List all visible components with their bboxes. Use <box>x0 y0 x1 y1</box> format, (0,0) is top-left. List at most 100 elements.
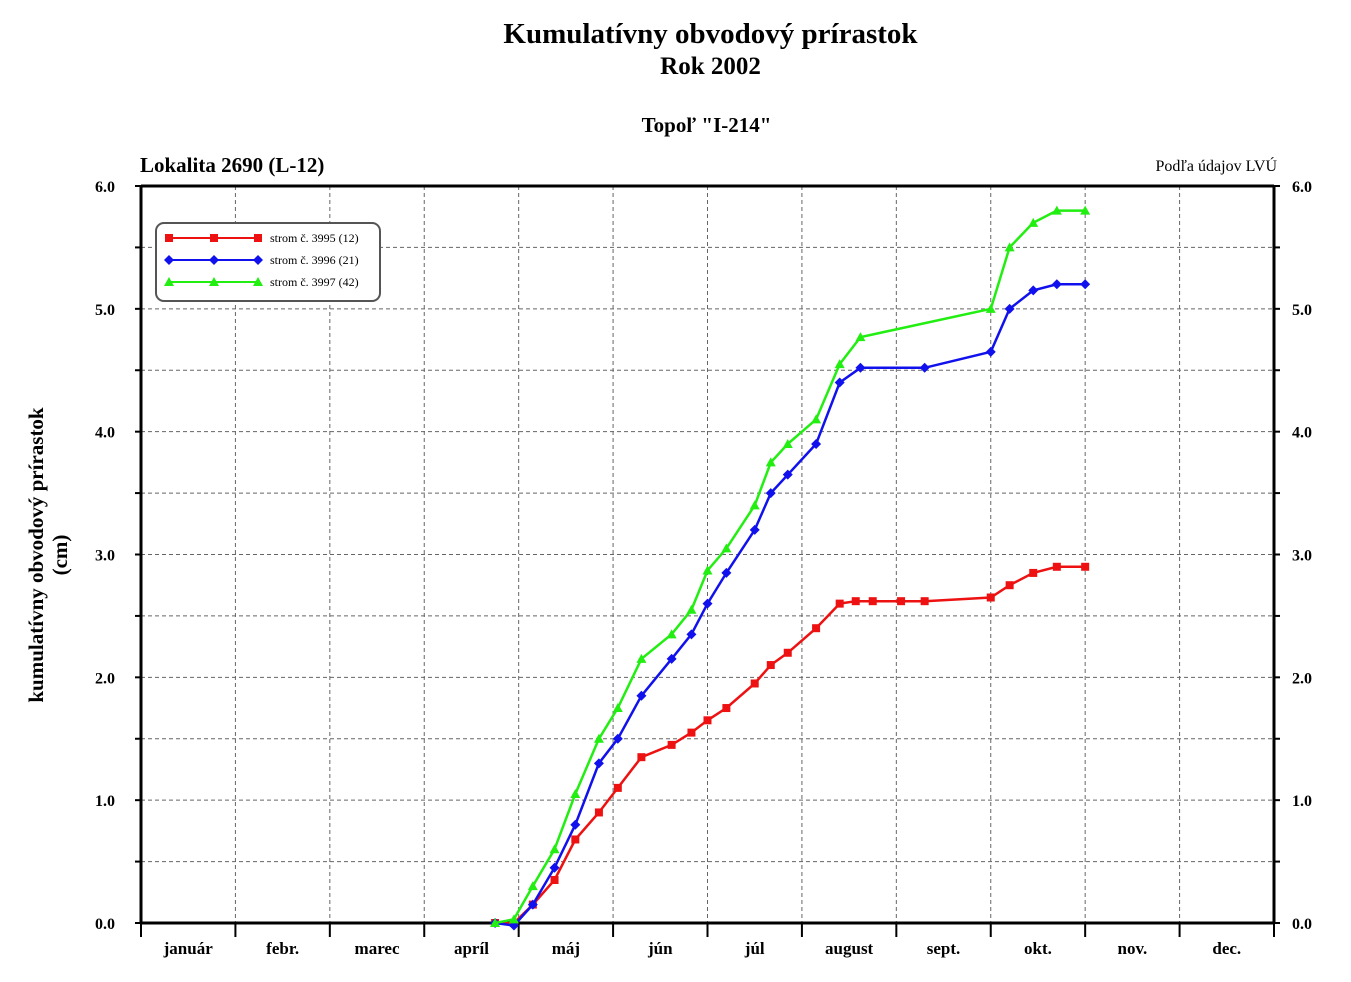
legend-marker <box>164 277 174 286</box>
data-point <box>782 438 793 448</box>
data-point <box>1051 279 1062 290</box>
legend-marker <box>253 255 263 265</box>
y-tick-label-right: 0.0 <box>1292 916 1312 933</box>
data-point <box>527 899 538 910</box>
series-line <box>495 565 1086 925</box>
legend-marker <box>254 234 262 242</box>
legend-marker <box>210 234 218 242</box>
data-point <box>722 704 731 713</box>
x-tick-label: apríl <box>454 939 489 958</box>
y-tick-label-right: 4.0 <box>1292 425 1312 442</box>
data-point <box>612 733 623 744</box>
data-point <box>686 604 697 614</box>
data-point <box>834 377 845 388</box>
data-point <box>549 844 560 854</box>
legend-marker <box>165 234 173 242</box>
data-point <box>550 876 559 885</box>
chart-subtitle: Rok 2002 <box>660 53 761 80</box>
data-point <box>1028 285 1039 296</box>
data-point <box>782 469 793 480</box>
data-point <box>593 758 604 769</box>
source-note: Podľa údajov LVÚ <box>1155 158 1277 175</box>
legend-item: strom č. 3995 (12) <box>165 231 359 245</box>
y-tick-label-left: 1.0 <box>95 793 115 810</box>
data-point <box>749 524 760 535</box>
data-point <box>1029 568 1038 577</box>
y-tick-label-left: 0.0 <box>95 916 115 933</box>
data-point <box>851 597 860 606</box>
series-1 <box>491 562 1090 927</box>
axes: 0.0 0.0 1.0 1.0 2.0 2.0 3.0 3.0 4.0 4.0 5.0 5.0 6.0 6… <box>95 179 1312 958</box>
data-point <box>834 359 845 369</box>
y-tick-label-left: 6.0 <box>95 179 115 196</box>
x-tick-label: júl <box>744 939 765 958</box>
data-point <box>1004 242 1015 252</box>
data-point <box>985 346 996 357</box>
data-point <box>508 914 519 924</box>
data-point <box>766 661 775 670</box>
series-line <box>494 283 1086 927</box>
data-point <box>985 303 996 313</box>
legend-item: strom č. 3996 (21) <box>164 253 359 267</box>
x-tick-label: máj <box>552 939 580 958</box>
location-label: Lokalita 2690 (L-12) <box>140 153 325 177</box>
data-point <box>1080 279 1091 290</box>
legend-label: strom č. 3995 (12) <box>270 231 359 245</box>
data-point <box>811 414 822 424</box>
data-point <box>868 597 877 606</box>
data-point <box>571 835 580 844</box>
data-point <box>549 862 560 873</box>
data-point <box>765 488 776 499</box>
data-point <box>765 457 776 467</box>
data-point <box>749 500 760 510</box>
data-point <box>1051 205 1062 215</box>
data-point <box>855 332 866 342</box>
data-point <box>637 753 646 762</box>
data-point <box>721 543 732 553</box>
data-point <box>703 716 712 725</box>
series-line <box>494 209 1086 925</box>
data-point <box>687 728 696 737</box>
y-tick-label-left: 4.0 <box>95 425 115 442</box>
x-tick-label: dec. <box>1212 939 1241 958</box>
legend-marker <box>209 255 219 265</box>
y-tick-label-right: 1.0 <box>1292 793 1312 810</box>
legend-marker <box>164 255 174 265</box>
species-label: Topoľ "I-214" <box>641 113 772 137</box>
legend: strom č. 3995 (12) strom č. 3996 (21) stro… <box>155 222 381 302</box>
legend-label: strom č. 3996 (21) <box>270 253 359 267</box>
series-group <box>490 205 1091 931</box>
data-point <box>612 703 623 713</box>
y-tick-label-right: 2.0 <box>1292 670 1312 687</box>
x-tick-label: august <box>825 939 874 958</box>
data-point <box>1004 303 1015 314</box>
data-point <box>636 653 647 663</box>
y-tick-label-left: 2.0 <box>95 670 115 687</box>
x-tick-label: január <box>163 939 214 958</box>
data-point <box>1005 581 1014 590</box>
legend-label: strom č. 3997 (42) <box>270 275 359 289</box>
series-3 <box>490 205 1091 927</box>
data-point <box>811 438 822 449</box>
data-point <box>490 918 501 927</box>
y-tick-label-right: 5.0 <box>1292 302 1312 319</box>
data-point <box>1028 217 1039 227</box>
data-point <box>594 808 603 817</box>
data-point <box>919 362 930 373</box>
data-point <box>1080 205 1091 215</box>
data-point <box>667 740 676 749</box>
data-point <box>570 819 581 830</box>
x-tick-label: sept. <box>927 939 961 958</box>
data-point <box>855 362 866 373</box>
data-point <box>783 648 792 657</box>
data-point <box>613 783 622 792</box>
data-point <box>666 629 677 639</box>
x-tick-label: okt. <box>1024 939 1052 958</box>
data-point <box>702 598 713 609</box>
data-point <box>835 599 844 608</box>
legend-marker <box>253 277 263 286</box>
data-point <box>527 881 538 891</box>
y-tick-label-right: 3.0 <box>1292 548 1312 565</box>
data-point <box>897 597 906 606</box>
